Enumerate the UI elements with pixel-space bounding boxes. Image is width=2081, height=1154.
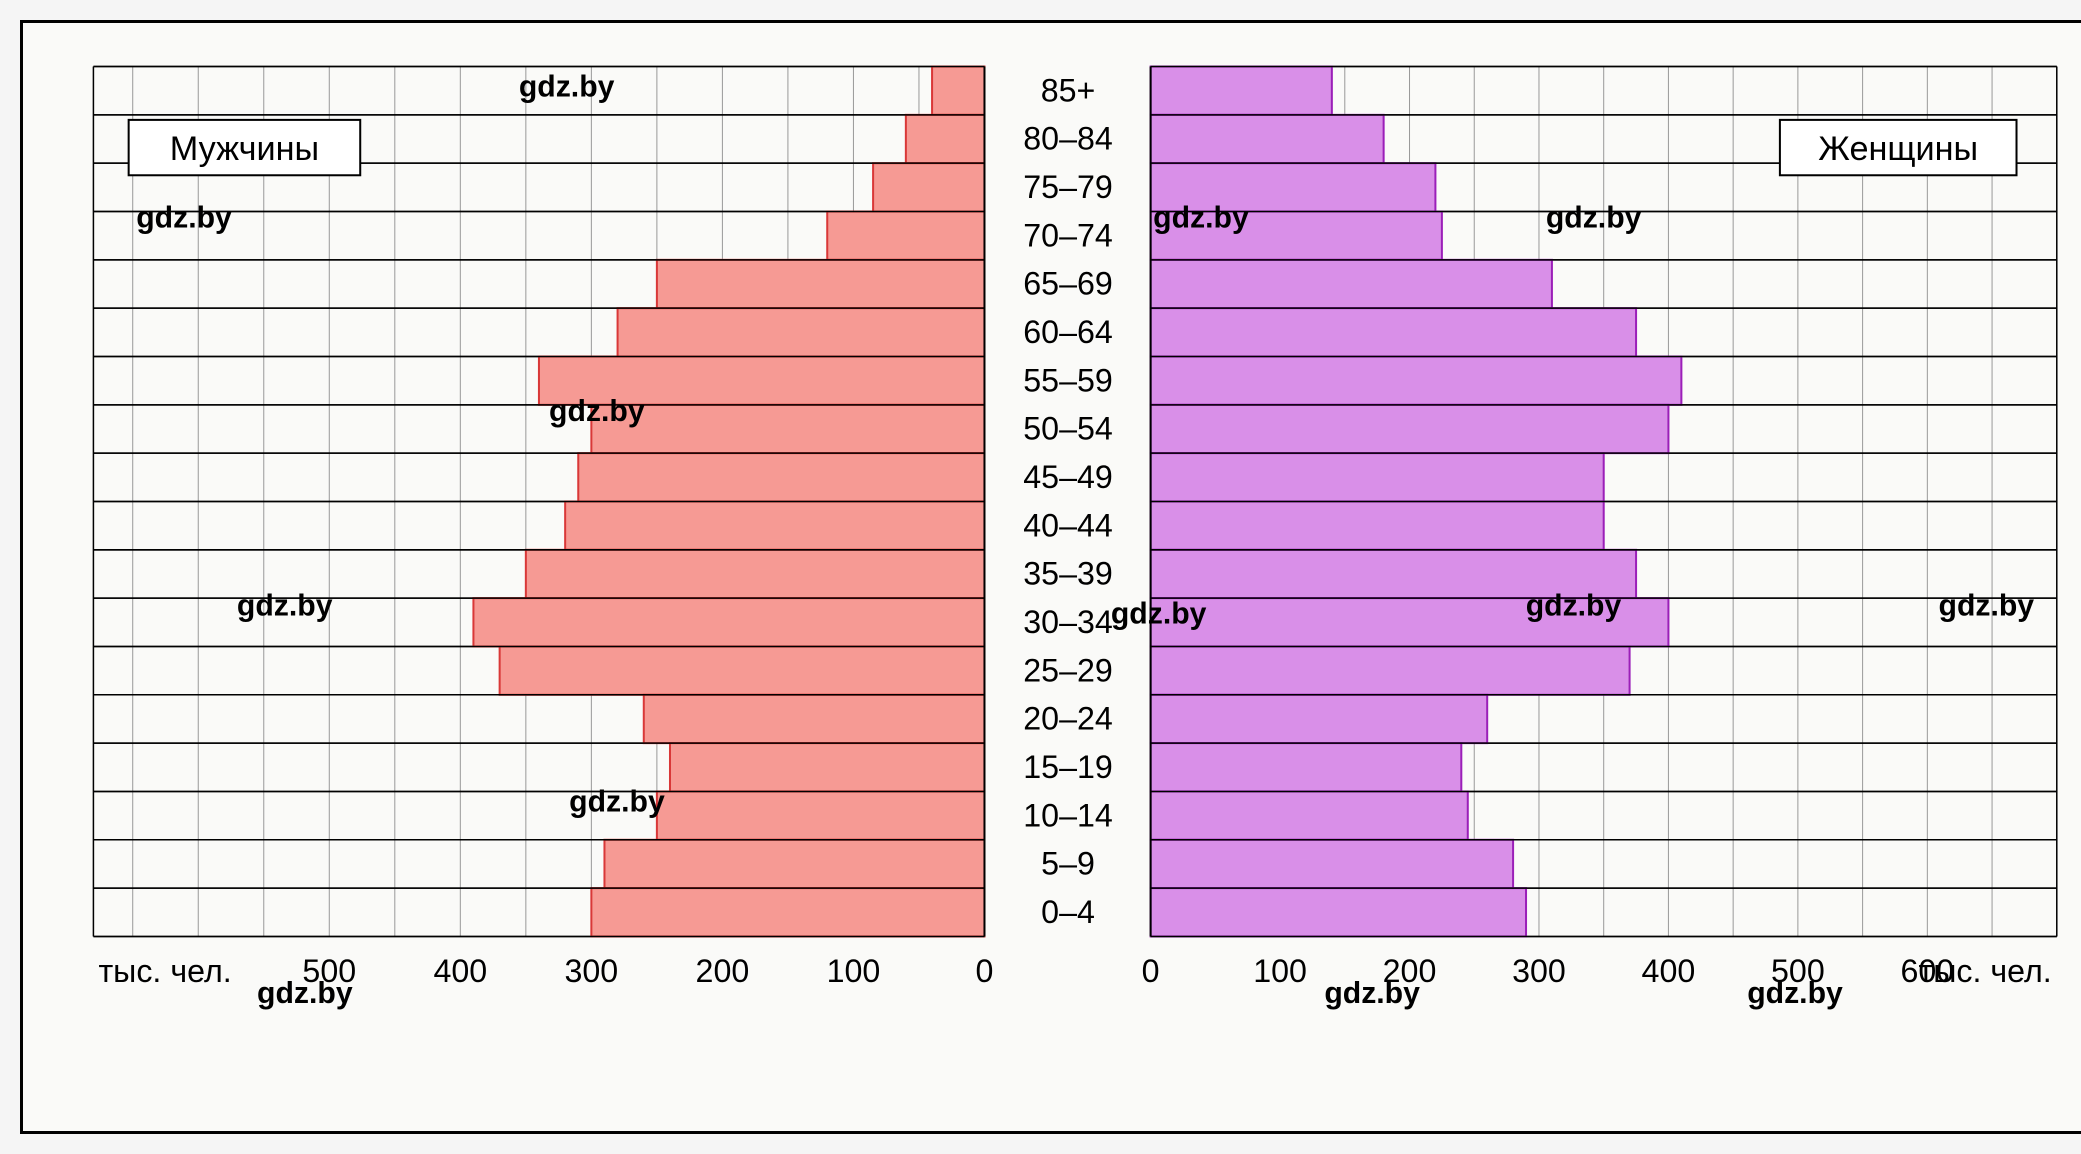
age-group-label: 65–69: [1023, 266, 1113, 302]
age-group-label: 50–54: [1023, 411, 1113, 447]
age-group-label: 35–39: [1023, 556, 1113, 592]
female-x-tick-label: 300: [1512, 953, 1566, 989]
male-bar: [657, 791, 985, 839]
age-group-label: 55–59: [1023, 362, 1113, 398]
age-group-label: 10–14: [1023, 797, 1113, 833]
male-bar: [526, 550, 985, 598]
watermark: gdz.by: [136, 202, 232, 235]
chart-inner: 85+ 80–84 75–79 70–74 65–69 60–64 55–59 50–54 45…: [33, 33, 2081, 1121]
female-bar: [1151, 308, 1636, 356]
pyramid-svg: 85+ 80–84 75–79 70–74 65–69 60–64 55–59 50–54 45…: [33, 33, 2081, 1121]
female-x-tick-label: 100: [1253, 953, 1307, 989]
watermark: gdz.by: [1546, 202, 1642, 235]
female-bar: [1151, 67, 1332, 115]
male-x-tick-label: 100: [827, 953, 881, 989]
watermark: gdz.by: [1526, 589, 1622, 622]
female-x-tick-label: 0: [1142, 953, 1160, 989]
male-x-tick-label: 200: [696, 953, 750, 989]
male-bar: [906, 115, 985, 163]
watermark: gdz.by: [519, 71, 615, 104]
male-x-tick-label: 400: [433, 953, 487, 989]
female-bar: [1151, 743, 1462, 791]
watermark: gdz.by: [257, 977, 353, 1010]
male-bar: [670, 743, 984, 791]
watermark: gdz.by: [237, 589, 333, 622]
age-group-label: 25–29: [1023, 652, 1113, 688]
female-unit-label: тыс. чел.: [1919, 953, 2052, 989]
age-group-label: 20–24: [1023, 701, 1113, 737]
male-bar: [873, 163, 984, 211]
age-group-label: 0–4: [1041, 894, 1095, 930]
male-bar: [565, 501, 984, 549]
age-group-label: 85+: [1041, 72, 1096, 108]
watermark: gdz.by: [1111, 597, 1207, 630]
male-bar: [618, 308, 985, 356]
watermark: gdz.by: [1747, 977, 1843, 1010]
male-x-tick-label: 300: [564, 953, 618, 989]
age-group-label: 80–84: [1023, 121, 1113, 157]
male-bar: [827, 212, 984, 260]
male-bar: [591, 405, 984, 453]
watermark: gdz.by: [549, 395, 645, 428]
male-bar: [591, 888, 984, 936]
female-bar: [1151, 888, 1526, 936]
female-bar: [1151, 791, 1468, 839]
male-bar: [500, 646, 985, 694]
watermark: gdz.by: [1153, 202, 1249, 235]
male-unit-label: тыс. чел.: [98, 953, 231, 989]
male-bar: [578, 453, 984, 501]
female-bar: [1151, 695, 1488, 743]
age-group-label: 5–9: [1041, 846, 1095, 882]
population-pyramid-chart: 85+ 80–84 75–79 70–74 65–69 60–64 55–59 50–54 45…: [20, 20, 2081, 1134]
female-legend-label: Женщины: [1818, 130, 1978, 168]
male-bar: [604, 840, 984, 888]
age-group-label: 15–19: [1023, 749, 1113, 785]
female-bar: [1151, 260, 1552, 308]
female-bar: [1151, 115, 1384, 163]
male-bar: [644, 695, 985, 743]
male-x-tick-label: 0: [976, 953, 994, 989]
age-group-label: 45–49: [1023, 459, 1113, 495]
age-group-label: 70–74: [1023, 217, 1113, 253]
watermark: gdz.by: [1939, 589, 2035, 622]
age-group-label: 30–34: [1023, 604, 1113, 640]
watermark: gdz.by: [1324, 977, 1420, 1010]
female-bar: [1151, 356, 1682, 404]
male-bar: [657, 260, 985, 308]
male-bar: [932, 67, 984, 115]
female-bar: [1151, 840, 1513, 888]
age-group-label: 60–64: [1023, 314, 1113, 350]
male-legend-label: Мужчины: [170, 130, 319, 168]
female-bar: [1151, 646, 1630, 694]
age-group-label: 75–79: [1023, 169, 1113, 205]
age-group-label: 40–44: [1023, 507, 1113, 543]
male-bar: [473, 598, 984, 646]
female-x-tick-label: 400: [1642, 953, 1696, 989]
female-bar: [1151, 453, 1604, 501]
female-bar: [1151, 405, 1669, 453]
watermark: gdz.by: [569, 786, 665, 819]
female-bar: [1151, 501, 1604, 549]
